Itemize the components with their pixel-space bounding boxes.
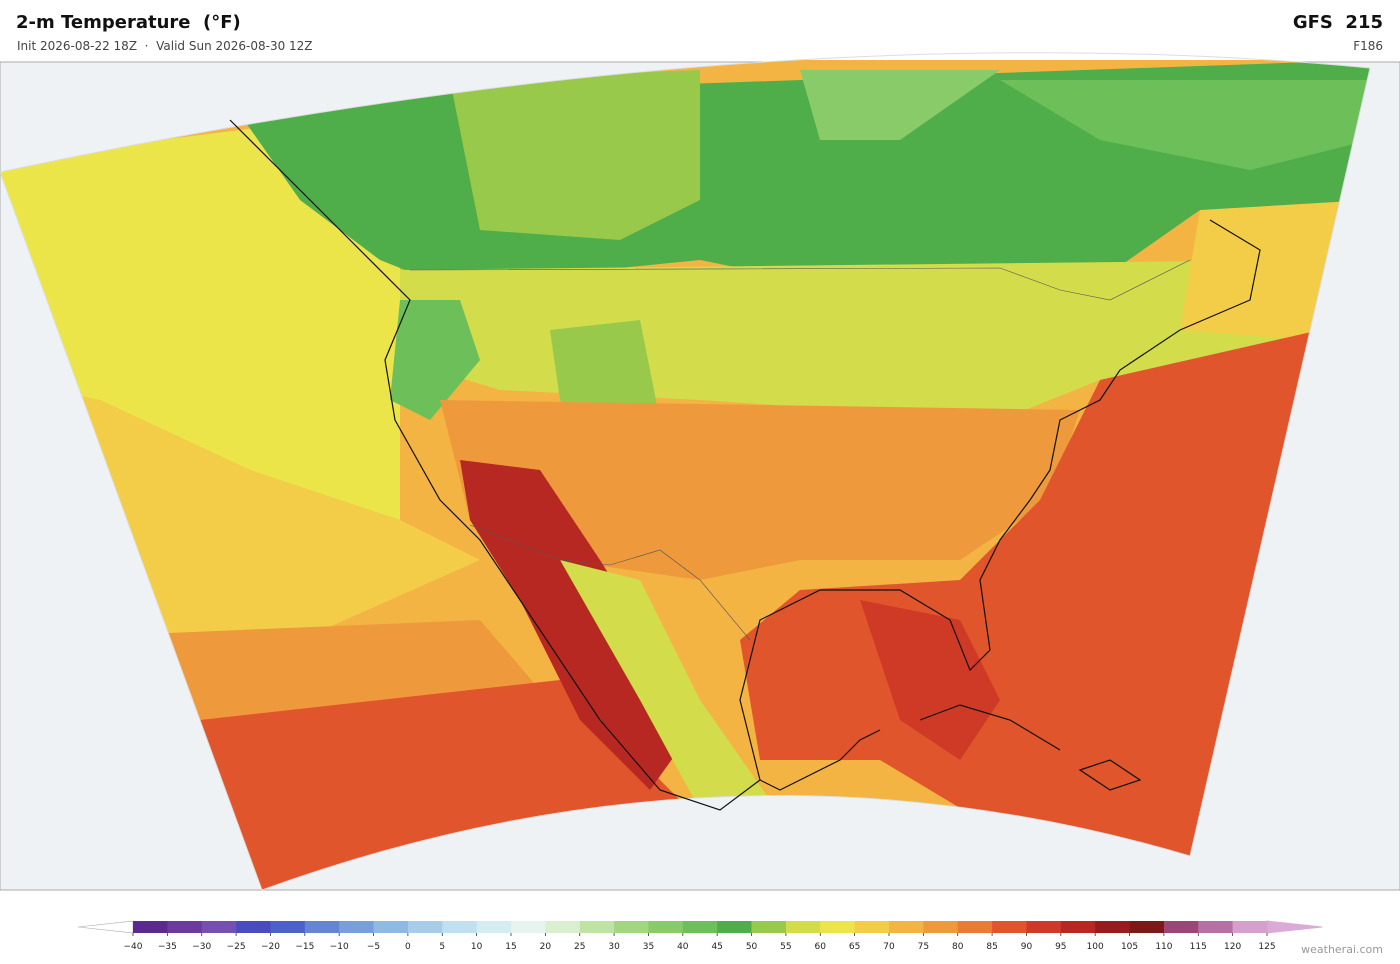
colorbar-segment (957, 921, 993, 933)
colorbar-tick-label: 75 (918, 942, 929, 952)
colorbar-segment (339, 921, 374, 933)
colorbar-segment (889, 921, 924, 933)
coastlines (229, 119, 1261, 811)
colorbar-segment (992, 921, 1027, 933)
colorbar-segment (304, 921, 340, 933)
colorbar-segment (442, 921, 477, 933)
colorbar-tick-label: 85 (986, 942, 997, 952)
colorbar-segment (854, 921, 890, 933)
colorbar-tick-label: −35 (158, 942, 177, 952)
colorbar-tick-label: 55 (780, 942, 791, 952)
colorbar-tick-label: 50 (746, 942, 758, 952)
colorbar-tick-label: 120 (1224, 942, 1241, 952)
colorbar-segment (751, 921, 787, 933)
colorbar-segment (579, 921, 615, 933)
colorbar-tick-label: −15 (295, 942, 314, 952)
domain-outline (0, 52, 1371, 891)
colorbar-tick-label: 45 (711, 942, 722, 952)
colorbar-tick-label: 40 (677, 942, 689, 952)
colorbar-tick-label: 70 (883, 942, 895, 952)
colorbar-segment (407, 921, 443, 933)
colorbar-segment (1026, 921, 1062, 933)
colorbar-tick-label: 60 (815, 942, 827, 952)
colorbar-tick-label: 125 (1258, 942, 1275, 952)
colorbar-tick-label: −25 (227, 942, 246, 952)
colorbar-tick-label: 90 (1021, 942, 1033, 952)
colorbar-tick-label: 65 (849, 942, 860, 952)
colorbar-tick-label: −30 (192, 942, 211, 952)
colorbar-tick-label: 95 (1055, 942, 1066, 952)
colorbar-tick-label: 35 (643, 942, 654, 952)
map-subtitle: Init 2026-08-22 18Z · Valid Sun 2026-08-… (17, 39, 313, 53)
colorbar-segment (820, 921, 855, 933)
colorbar-segment (511, 921, 546, 933)
colorbar-segment (270, 921, 306, 933)
colorbar-segment (133, 921, 168, 933)
map-title: 2-m Temperature (°F) (16, 12, 241, 33)
colorbar-tick-label: 15 (505, 942, 516, 952)
colorbar-segment (545, 921, 581, 933)
colorbar-tick-label: −40 (124, 942, 143, 952)
credit: weatherai.com (1301, 943, 1383, 956)
colorbar-tick-label: 80 (952, 942, 964, 952)
colorbar-tick-label: 110 (1155, 942, 1172, 952)
colorbar-segment (923, 921, 959, 933)
forecast-hour: F186 (1353, 39, 1383, 53)
colorbar-segment (682, 921, 718, 933)
colorbar-segment (1163, 921, 1199, 933)
colorbar-segment (1129, 921, 1165, 933)
colorbar-tick-label: 100 (1087, 942, 1104, 952)
colorbar-tick-label: 25 (574, 942, 585, 952)
colorbar-segment (614, 921, 649, 933)
colorbar-tick-label: 105 (1121, 942, 1138, 952)
model-name: GFS 215 (1293, 12, 1383, 33)
colorbar-segment (1198, 921, 1233, 933)
colorbar-segment (373, 921, 409, 933)
colorbar-tick-label: 10 (471, 942, 483, 952)
colorbar-segment (717, 921, 752, 933)
colorbar-tick-label: 0 (405, 942, 411, 952)
colorbar-under (77, 920, 134, 934)
colorbar-tick-label: 5 (439, 942, 445, 952)
colorbar-tick-label: −10 (330, 942, 349, 952)
colorbar-segment (648, 921, 684, 933)
colorbar-tick-label: −20 (261, 942, 280, 952)
colorbar-segment (785, 921, 821, 933)
colorbar-segment (1060, 921, 1096, 933)
colorbar-tick-label: 30 (608, 942, 620, 952)
colorbar-segment (201, 921, 237, 933)
colorbar-segment (236, 921, 271, 933)
colorbar-segment (167, 921, 203, 933)
borders (409, 259, 1191, 641)
colorbar-tick-label: 20 (540, 942, 552, 952)
colorbar: −40 −35 −30 −25 −20 −15 −10 −5 0 5 10 15 20 25 30 35 40 4… (77, 920, 1323, 952)
colorbar-segment (1232, 921, 1268, 933)
colorbar-tick-label: 115 (1190, 942, 1207, 952)
colorbar-segment (1095, 921, 1130, 933)
colorbar-segment (476, 921, 512, 933)
colorbar-over (1266, 920, 1323, 934)
colorbar-tick-label: −5 (367, 942, 380, 952)
